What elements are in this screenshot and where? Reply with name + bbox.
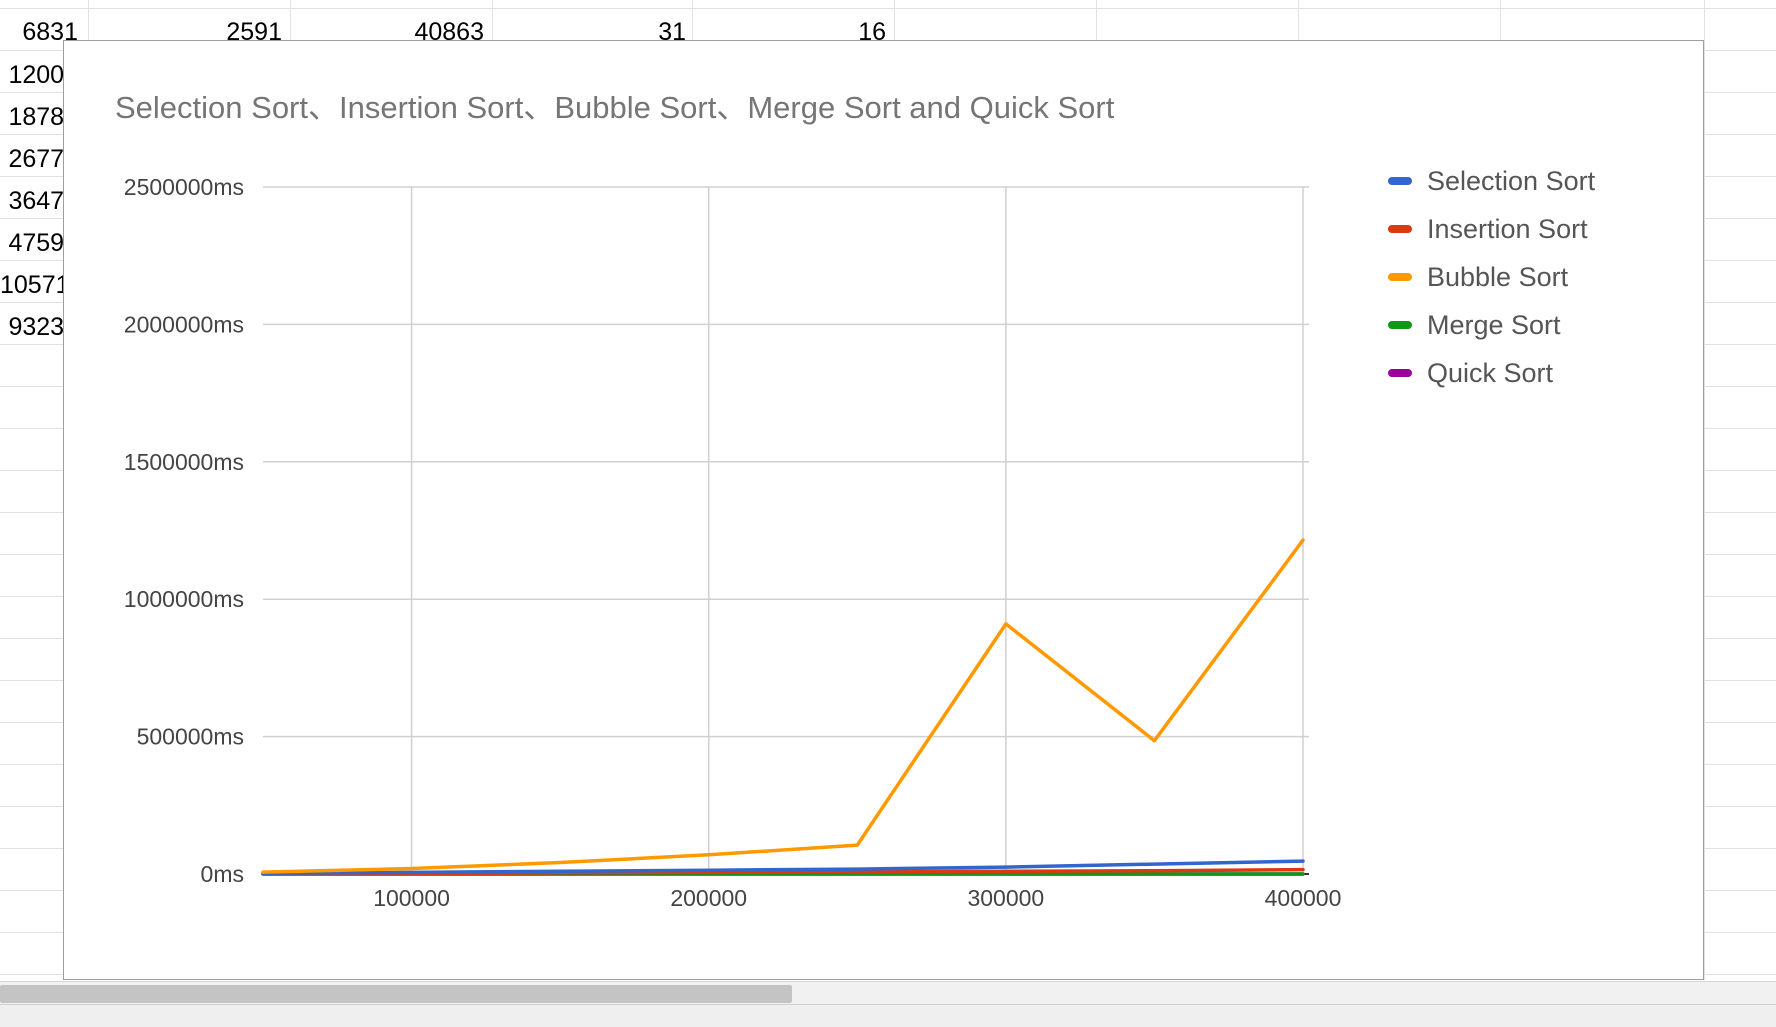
horizontal-scrollbar-thumb[interactable]: [0, 985, 792, 1003]
y-tick-label: 500000ms: [137, 724, 244, 750]
y-tick-label: 2000000ms: [124, 311, 244, 337]
legend-label-quick-sort: Quick Sort: [1427, 358, 1554, 388]
x-tick-label: 200000: [670, 885, 747, 911]
legend-label-bubble-sort: Bubble Sort: [1427, 262, 1569, 292]
legend-swatch-selection-sort: [1388, 177, 1412, 185]
legend-label-merge-sort: Merge Sort: [1427, 310, 1561, 340]
series-line-bubble-sort[interactable]: [261, 538, 1305, 874]
legend-swatch-merge-sort: [1388, 321, 1412, 329]
legend-label-insertion-sort: Insertion Sort: [1427, 214, 1588, 244]
legend-swatch-quick-sort: [1388, 369, 1412, 377]
series-layer: [261, 538, 1305, 876]
legend-label-selection-sort: Selection Sort: [1427, 166, 1596, 196]
axis-layer: 0ms 500000ms 1000000ms 1500000ms 2000000ms 25…: [124, 174, 1342, 911]
grid-layer: [263, 186, 1309, 875]
x-tick-label: 100000: [373, 885, 450, 911]
y-tick-label: 1500000ms: [124, 449, 244, 475]
chart-title: Selection Sort、Insertion Sort、Bubble Sor…: [115, 90, 1115, 125]
y-tick-label: 2500000ms: [124, 174, 244, 200]
x-tick-label: 400000: [1265, 885, 1342, 911]
legend-swatch-insertion-sort: [1388, 225, 1412, 233]
sheet-column-line: [1704, 0, 1705, 980]
sheet-row-line: [0, 8, 1776, 9]
chart-card[interactable]: Selection Sort、Insertion Sort、Bubble Sor…: [63, 40, 1704, 980]
series-line-selection-sort[interactable]: [261, 859, 1305, 875]
bottom-bar: [0, 1004, 1776, 1027]
legend: Selection Sort Insertion Sort Bubble Sort M…: [1388, 166, 1596, 388]
y-tick-label: 1000000ms: [124, 586, 244, 612]
chart-svg: Selection Sort、Insertion Sort、Bubble Sor…: [115, 90, 1596, 911]
x-tick-label: 300000: [967, 885, 1044, 911]
y-tick-label: 0ms: [201, 861, 244, 887]
legend-swatch-bubble-sort: [1388, 273, 1412, 281]
